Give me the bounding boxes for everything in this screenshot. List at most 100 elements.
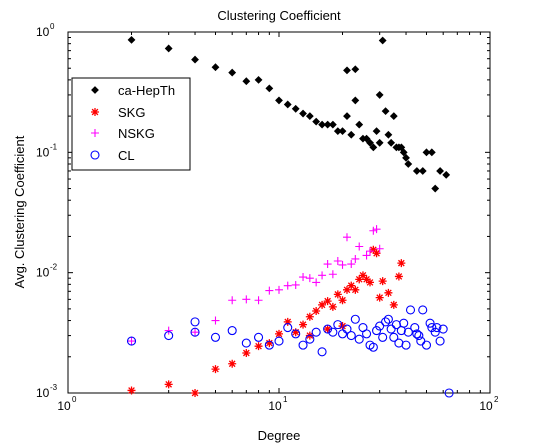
point-skg <box>389 300 398 309</box>
x-tick-exponent: 0 <box>72 395 77 404</box>
point-nskg <box>312 278 321 287</box>
point-skg <box>228 359 237 368</box>
point-nskg <box>338 260 347 269</box>
y-tick-exponent: -1 <box>50 142 58 151</box>
point-ca-hepth <box>355 120 364 129</box>
point-skg <box>275 329 283 338</box>
legend: ca-HepTh SKG NSKG CL <box>71 77 191 171</box>
point-cl <box>427 322 437 333</box>
point-ca-hepth <box>265 84 274 93</box>
point-skg <box>366 278 375 287</box>
point-ca-hepth <box>312 117 321 126</box>
point-nskg <box>305 274 314 283</box>
point-ca-hepth <box>366 138 374 147</box>
point-cl <box>378 332 388 342</box>
point-ca-hepth <box>254 75 263 84</box>
legend-label-nskg: NSKG <box>118 126 155 141</box>
point-ca-hepth <box>228 68 237 77</box>
x-tick-label: 10 <box>479 399 493 413</box>
point-nskg <box>372 225 381 234</box>
point-ca-hepth <box>164 44 173 53</box>
point-cl <box>241 338 251 348</box>
point-cl <box>438 324 448 334</box>
point-nskg <box>347 260 356 269</box>
point-cl <box>414 331 424 341</box>
point-ca-hepth <box>397 143 406 152</box>
point-skg <box>323 297 332 306</box>
point-cl <box>210 332 221 342</box>
legend-marker-skg <box>91 108 99 116</box>
point-ca-hepth <box>387 138 396 147</box>
legend-label-cl: CL <box>118 148 135 163</box>
point-nskg <box>254 296 263 305</box>
point-skg <box>355 275 364 284</box>
point-cl <box>405 305 416 315</box>
chart-title: Clustering Coefficient <box>217 8 341 23</box>
point-skg <box>338 322 347 331</box>
point-ca-hepth <box>442 170 451 179</box>
point-ca-hepth <box>347 130 356 139</box>
point-cl <box>372 326 382 336</box>
point-cl <box>264 340 274 350</box>
legend-markers <box>90 86 100 160</box>
legend-label-skg: SKG <box>118 105 145 120</box>
point-cl <box>291 329 301 339</box>
point-ca-hepth <box>389 112 398 121</box>
point-skg <box>254 342 263 351</box>
point-nskg <box>127 337 136 346</box>
point-ca-hepth <box>399 148 408 157</box>
point-cl <box>323 324 333 334</box>
point-skg <box>211 365 220 374</box>
point-cl <box>311 327 321 337</box>
point-nskg <box>342 233 351 242</box>
point-skg <box>323 325 332 334</box>
series-nskg <box>127 225 384 346</box>
point-nskg <box>164 326 173 335</box>
point-ca-hepth <box>338 127 347 136</box>
y-axis-label: Avg. Clustering Coefficient <box>12 135 27 288</box>
point-skg <box>283 317 292 326</box>
point-cl <box>410 322 420 333</box>
point-ca-hepth <box>328 120 337 129</box>
point-cl <box>421 340 432 350</box>
point-ca-hepth <box>422 148 431 157</box>
point-ca-hepth <box>369 143 378 152</box>
point-cl <box>305 334 315 344</box>
point-ca-hepth <box>351 96 360 105</box>
point-ca-hepth <box>372 127 381 136</box>
point-nskg <box>299 273 308 282</box>
point-cl <box>350 314 360 324</box>
point-cl <box>283 322 293 333</box>
point-ca-hepth <box>378 36 387 45</box>
axis-ticks: 10 0 10 1 10 210 -310 -210 -110 0 <box>36 22 499 413</box>
legend-box <box>71 77 191 171</box>
point-ca-hepth <box>404 160 413 168</box>
point-cl <box>333 320 343 330</box>
point-skg <box>351 285 360 294</box>
point-nskg <box>242 295 251 304</box>
point-cl <box>403 327 413 337</box>
point-ca-hepth <box>431 184 440 193</box>
point-cl <box>389 332 399 342</box>
point-ca-hepth <box>402 153 410 162</box>
point-nskg <box>291 280 300 289</box>
point-skg <box>291 328 300 337</box>
point-cl <box>375 321 385 331</box>
point-nskg <box>283 281 292 290</box>
point-cl <box>432 322 442 333</box>
point-nskg <box>328 270 337 279</box>
y-tick-exponent: -3 <box>50 383 58 392</box>
point-nskg <box>191 328 200 337</box>
data-marks <box>126 35 454 398</box>
point-ca-hepth <box>436 167 444 175</box>
point-cl <box>354 334 364 344</box>
point-ca-hepth <box>299 109 307 118</box>
point-cl <box>381 317 391 327</box>
point-cl <box>254 332 264 342</box>
point-cl <box>298 340 308 350</box>
point-ca-hepth <box>384 130 393 139</box>
point-skg <box>305 312 314 321</box>
point-ca-hepth <box>343 112 351 121</box>
point-cl <box>164 331 174 341</box>
point-cl <box>425 318 435 328</box>
